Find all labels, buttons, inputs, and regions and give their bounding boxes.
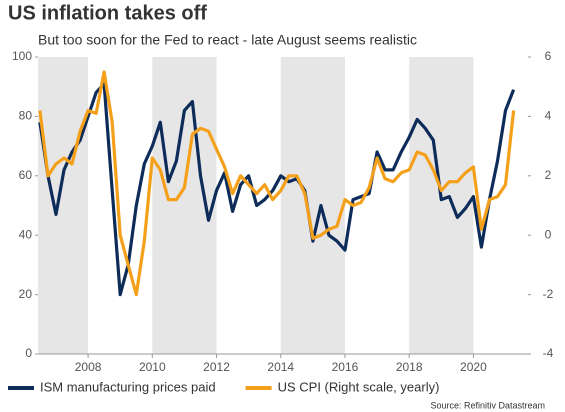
shade-band [38,57,89,354]
shade-band [409,57,474,354]
legend-label: ISM manufacturing prices paid [40,379,216,394]
series-line [38,70,516,297]
x-tick-label: 2010 [139,360,166,374]
y2-tick-label: -2 [543,287,554,301]
y-tick-label: 80 [19,109,33,123]
y-tick-label: 100 [12,49,32,63]
chart-title: US inflation takes off [8,2,207,24]
x-tick-label: 2012 [203,360,230,374]
y-tick-label: 40 [19,227,33,241]
shade-band [280,57,345,354]
y2-tick-label: 4 [545,109,552,123]
x-tick-label: 2014 [267,360,294,374]
legend-label: US CPI (Right scale, yearly) [278,379,440,394]
source: Source: Refinitiv Datastream [430,400,545,410]
x-tick-label: 2018 [396,360,423,374]
chart-subtitle: But too soon for the Fed to react - late… [38,32,417,48]
y-tick-label: 0 [25,346,32,360]
y2-tick-label: 0 [545,227,552,241]
x-tick-label: 2016 [332,360,359,374]
y2-tick-label: -4 [543,346,554,360]
y-tick-label: 60 [19,168,33,182]
x-tick-label: 2020 [460,360,487,374]
y2-tick-label: 6 [545,49,552,63]
x-tick-label: 2008 [75,360,102,374]
y2-tick-label: 2 [545,168,552,182]
series-line [38,82,516,297]
y-tick-label: 20 [19,287,33,301]
